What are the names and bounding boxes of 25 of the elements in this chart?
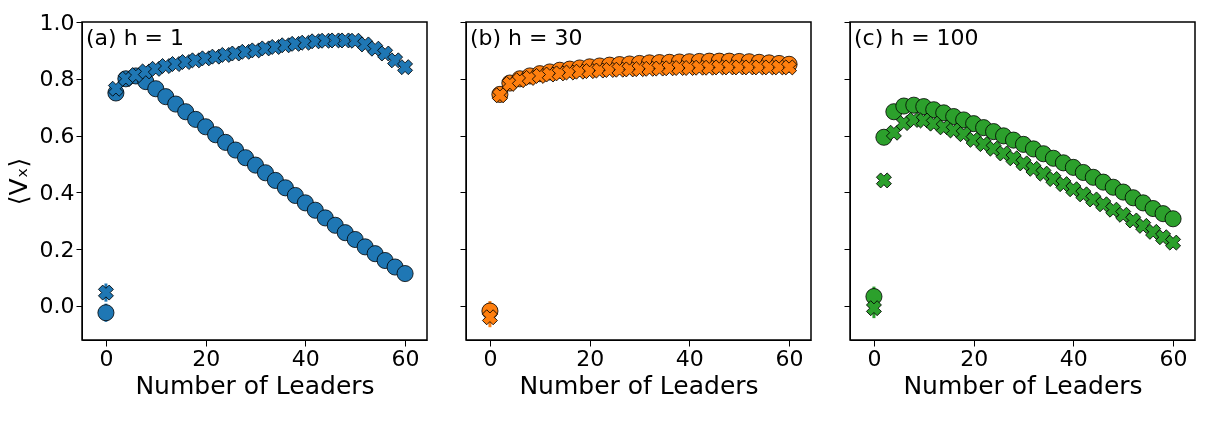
x-tick-label: 40: [675, 345, 704, 371]
annotation: (b) h = 30: [470, 25, 583, 50]
x-tick-label: 20: [576, 345, 605, 371]
y-tick-label: 0.8: [39, 66, 75, 92]
x-tick-label: 40: [291, 345, 320, 371]
x-tick-label: 40: [1059, 345, 1088, 371]
y-tick-label: 0.4: [39, 179, 75, 205]
y-tick-label: 0.2: [39, 236, 75, 262]
x-tick-label: 20: [960, 345, 989, 371]
x-axis-title: Number of Leaders: [903, 370, 1143, 400]
annotation: (a) h = 1: [86, 25, 185, 50]
x-tick-label: 0: [99, 345, 114, 371]
x-axis-title: Number of Leaders: [135, 370, 375, 400]
x-tick-label: 20: [192, 345, 221, 371]
x-tick-label: 60: [1159, 345, 1188, 371]
y-tick-label: 0.0: [39, 293, 75, 319]
y-axis-title: ⟨Vₓ⟩: [3, 157, 33, 206]
x-axis-title: Number of Leaders: [519, 370, 759, 400]
x-tick-label: 60: [391, 345, 420, 371]
x-tick-label: 0: [483, 345, 498, 371]
annotation: (c) h = 100: [854, 25, 979, 50]
y-tick-label: 0.6: [39, 123, 75, 149]
y-tick-label: 1.0: [39, 9, 75, 35]
x-tick-label: 0: [867, 345, 882, 371]
x-tick-label: 60: [775, 345, 804, 371]
